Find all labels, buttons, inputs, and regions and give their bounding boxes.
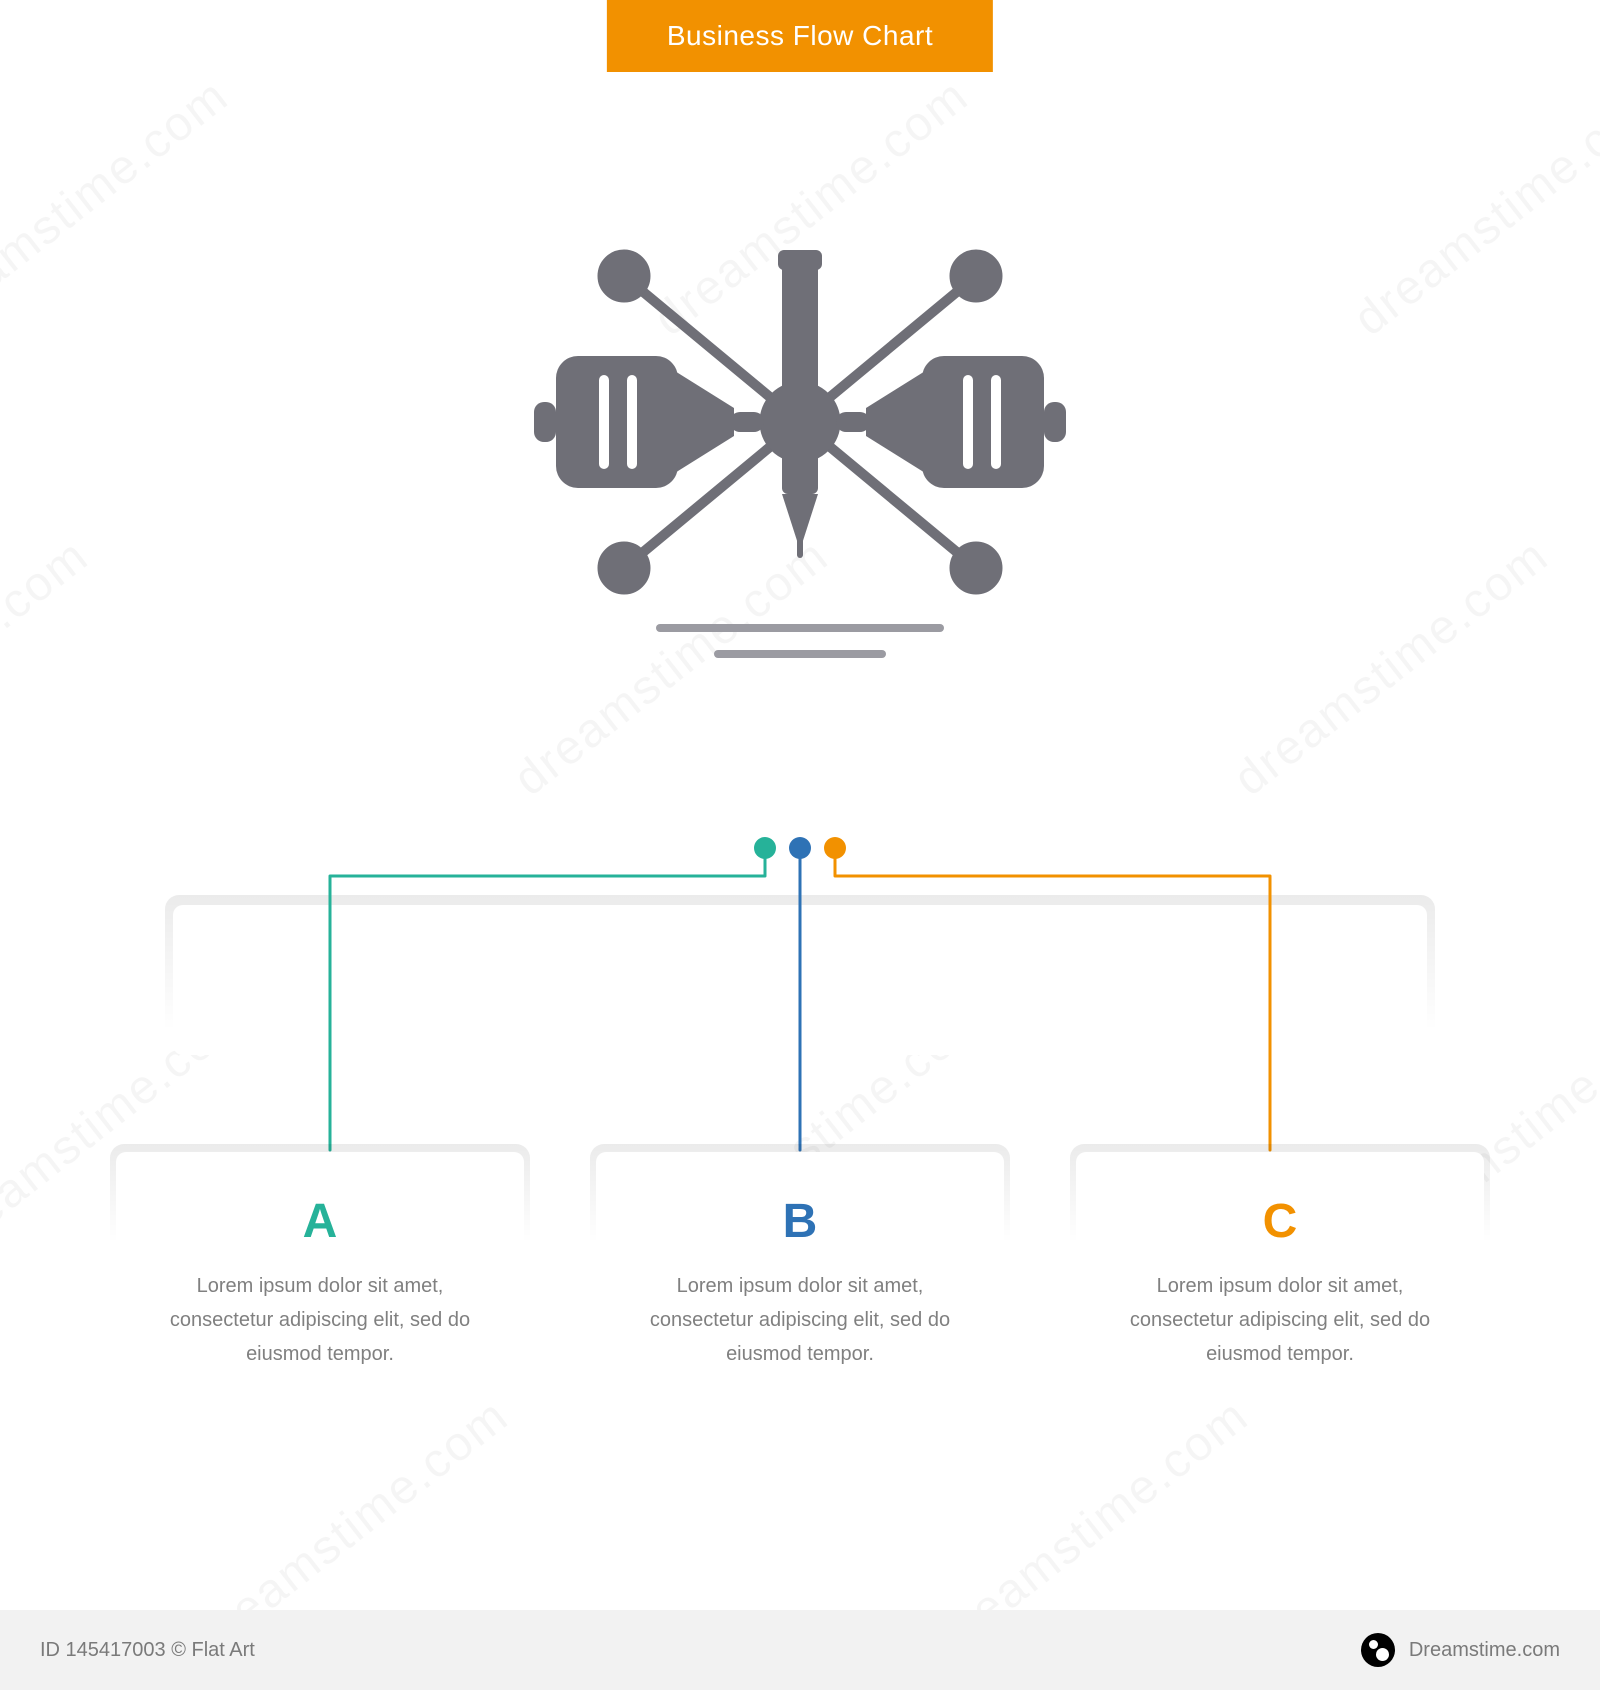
step-b: B Lorem ipsum dolor sit amet, consectetu…: [590, 1160, 1010, 1371]
header-title-band: Business Flow Chart: [607, 0, 993, 72]
step-columns: A Lorem ipsum dolor sit amet, consectetu…: [0, 1160, 1600, 1371]
step-c-body: Lorem ipsum dolor sit amet, consectetur …: [1070, 1249, 1490, 1371]
step-c-letter: C: [1070, 1160, 1490, 1249]
step-a: A Lorem ipsum dolor sit amet, consectetu…: [110, 1160, 530, 1371]
watermark-text: dreamstime.com: [1344, 68, 1600, 347]
step-a-body: Lorem ipsum dolor sit amet, consectetur …: [110, 1249, 530, 1371]
watermark-text: dreamstime.com: [0, 68, 239, 347]
header-title: Business Flow Chart: [667, 20, 933, 52]
step-a-letter: A: [110, 1160, 530, 1249]
step-b-body: Lorem ipsum dolor sit amet, consectetur …: [590, 1249, 1010, 1371]
footer-credit: ID 145417003 © Flat Art: [40, 1639, 255, 1662]
dreamstime-logo-icon: [1361, 1633, 1395, 1667]
footer-site: Dreamstime.com: [1409, 1639, 1560, 1662]
watermark-text: dreamstime.com: [1224, 528, 1559, 807]
design-satellite-icon: [520, 230, 1080, 690]
step-b-letter: B: [590, 1160, 1010, 1249]
watermark-text: dreamstime.com: [0, 528, 99, 807]
step-c: C Lorem ipsum dolor sit amet, consectetu…: [1070, 1160, 1490, 1371]
footer: ID 145417003 © Flat Art Dreamstime.com: [0, 1610, 1600, 1690]
